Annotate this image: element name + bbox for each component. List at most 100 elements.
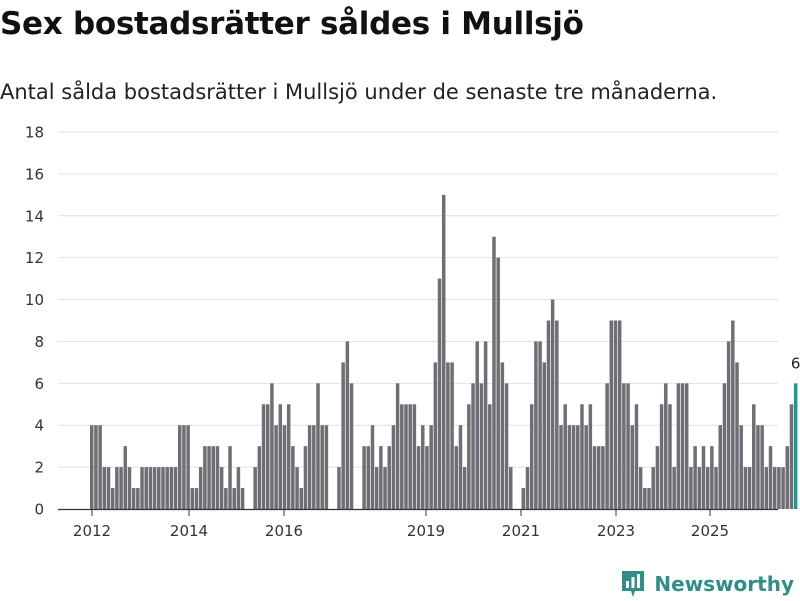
bar bbox=[349, 383, 354, 509]
bar bbox=[370, 425, 375, 509]
x-tick-label: 2014 bbox=[170, 522, 208, 540]
bar bbox=[240, 488, 245, 509]
bar bbox=[722, 383, 727, 509]
bar bbox=[756, 425, 760, 509]
bar bbox=[752, 404, 756, 509]
bar bbox=[634, 404, 639, 509]
y-tick-label: 8 bbox=[34, 333, 44, 351]
bar bbox=[198, 467, 203, 509]
bar bbox=[408, 404, 412, 509]
bar bbox=[404, 404, 408, 509]
bar bbox=[731, 320, 735, 509]
bar bbox=[596, 446, 601, 509]
bar bbox=[257, 446, 262, 509]
bar bbox=[265, 404, 270, 509]
bar bbox=[119, 467, 123, 509]
y-tick-label: 4 bbox=[34, 417, 44, 435]
bar bbox=[789, 404, 794, 509]
bar bbox=[123, 446, 128, 509]
bar bbox=[224, 488, 228, 509]
bar bbox=[567, 425, 572, 509]
bar bbox=[592, 446, 597, 509]
y-tick-label: 12 bbox=[25, 249, 44, 267]
bar bbox=[462, 467, 467, 509]
bar bbox=[542, 362, 547, 509]
bar bbox=[207, 446, 211, 509]
y-tick-label: 10 bbox=[25, 291, 44, 309]
bar bbox=[768, 446, 773, 509]
bar bbox=[157, 467, 161, 509]
bar bbox=[743, 467, 748, 509]
bar bbox=[115, 467, 119, 509]
chart-subtitle: Antal sålda bostadsrätter i Mullsjö unde… bbox=[0, 80, 718, 104]
y-tick-label: 2 bbox=[34, 459, 44, 477]
bar-highlight bbox=[793, 383, 798, 509]
bar bbox=[412, 404, 417, 509]
bar bbox=[483, 341, 488, 509]
bar bbox=[387, 446, 391, 509]
bar bbox=[739, 425, 743, 509]
bar bbox=[110, 488, 115, 509]
bars bbox=[90, 194, 798, 509]
bar bbox=[622, 383, 626, 509]
bar bbox=[471, 383, 475, 509]
x-tick-label: 2016 bbox=[265, 522, 303, 540]
bar bbox=[194, 488, 199, 509]
bar bbox=[282, 425, 287, 509]
data-labels: 6 bbox=[791, 354, 800, 372]
bar bbox=[421, 425, 425, 509]
bar bbox=[165, 467, 169, 509]
y-tick-label: 6 bbox=[34, 375, 44, 393]
bar bbox=[182, 425, 186, 509]
bar bbox=[777, 467, 781, 509]
bar bbox=[312, 425, 316, 509]
bar bbox=[270, 383, 274, 509]
bar bbox=[425, 446, 429, 509]
bar bbox=[559, 425, 563, 509]
bar bbox=[131, 488, 136, 509]
bar bbox=[475, 341, 479, 509]
bar bbox=[672, 467, 676, 509]
bar bbox=[772, 467, 777, 509]
bar bbox=[177, 425, 182, 509]
bar-chart: 0 2 4 6 8 10 12 14 16 18 2012 2014 2016 2019 2021 2023… bbox=[25, 124, 800, 541]
x-tick-label: 2019 bbox=[407, 522, 445, 540]
bar bbox=[458, 425, 463, 509]
bar bbox=[613, 320, 618, 509]
newsworthy-logo-icon bbox=[622, 571, 645, 597]
bar bbox=[441, 194, 446, 509]
bar bbox=[488, 404, 492, 509]
y-axis-tick-labels: 0 2 4 6 8 10 12 14 16 18 bbox=[25, 124, 44, 519]
bar bbox=[525, 467, 530, 509]
bar bbox=[278, 404, 283, 509]
bar bbox=[521, 488, 526, 509]
bar bbox=[718, 425, 722, 509]
bar bbox=[161, 467, 165, 509]
bar bbox=[203, 446, 207, 509]
bar bbox=[295, 467, 299, 509]
bar bbox=[496, 257, 500, 509]
bar bbox=[341, 362, 345, 509]
bar bbox=[781, 467, 785, 509]
bar bbox=[324, 425, 329, 509]
bar bbox=[697, 467, 702, 509]
bar bbox=[450, 362, 454, 509]
bar bbox=[492, 236, 496, 509]
bar bbox=[173, 467, 178, 509]
bar bbox=[651, 467, 655, 509]
bar bbox=[467, 404, 471, 509]
newsworthy-brand[interactable]: Newsworthy bbox=[620, 567, 794, 601]
bar bbox=[261, 404, 266, 509]
bar bbox=[580, 404, 584, 509]
bar bbox=[228, 446, 232, 509]
bar bbox=[299, 488, 303, 509]
bar bbox=[735, 362, 739, 509]
bar bbox=[605, 383, 609, 509]
bar bbox=[638, 467, 643, 509]
x-tick-label: 2025 bbox=[691, 522, 729, 540]
bar bbox=[236, 467, 241, 509]
bar bbox=[785, 446, 790, 509]
x-axis bbox=[58, 508, 778, 516]
bar bbox=[714, 467, 718, 509]
bar bbox=[550, 299, 555, 509]
